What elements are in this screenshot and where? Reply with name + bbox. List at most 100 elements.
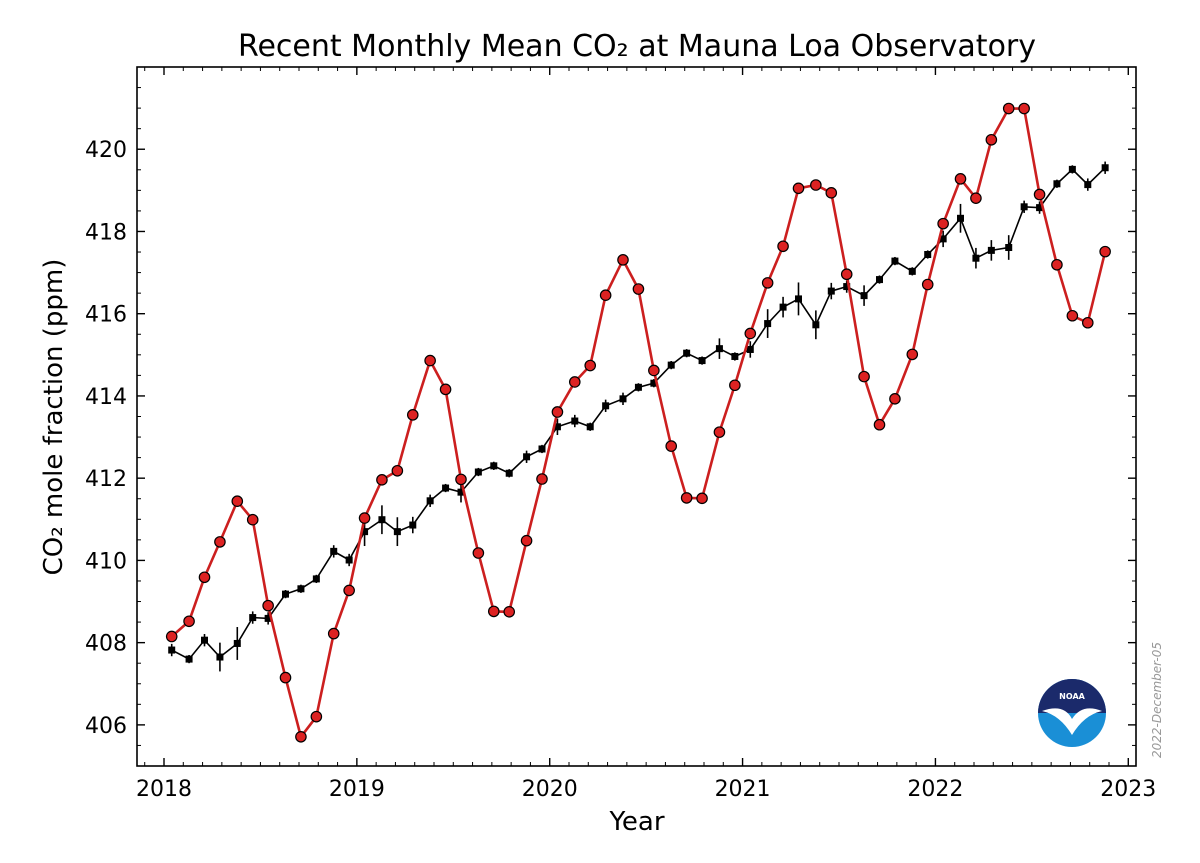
- series-deseasonalized: [168, 161, 1109, 672]
- deseasonalized-point: [715, 345, 723, 353]
- deseasonalized-point: [667, 361, 675, 369]
- deseasonalized-point: [698, 357, 706, 365]
- deseasonalized-point: [1036, 204, 1044, 212]
- deseasonalized-line: [171, 167, 1106, 661]
- deseasonalized-point: [586, 423, 594, 431]
- deseasonalized-point: [538, 445, 546, 453]
- date-stamp-text: 2022-December-05: [1150, 641, 1164, 759]
- deseasonalized-point: [282, 590, 289, 598]
- y-tick-label: 412: [85, 467, 127, 492]
- monthly-mean-point: [246, 513, 259, 526]
- deseasonalized-point: [957, 214, 964, 222]
- monthly-mean-point: [584, 359, 597, 372]
- deseasonalized-point: [216, 653, 224, 661]
- monthly-mean-point: [472, 547, 485, 559]
- deseasonalized-point: [249, 614, 257, 622]
- monthly-mean-point: [873, 418, 886, 431]
- deseasonalized-point: [827, 287, 835, 295]
- monthly-mean-point: [921, 278, 934, 291]
- x-tick-label: 2021: [715, 777, 771, 802]
- monthly-mean-point: [1051, 258, 1063, 271]
- monthly-mean-point: [568, 376, 581, 388]
- monthly-mean-point: [406, 409, 419, 421]
- deseasonalized-point: [442, 484, 450, 492]
- x-tick-label: 2022: [907, 777, 963, 802]
- monthly-mean-point: [810, 179, 822, 191]
- monthly-mean-point: [262, 599, 274, 612]
- y-tick-label: 416: [85, 303, 127, 328]
- monthly-mean-point: [439, 383, 452, 396]
- monthly-mean-point: [503, 606, 516, 618]
- monthly-mean-point: [906, 348, 919, 361]
- monthly-mean-point: [310, 710, 323, 723]
- monthly-mean-point: [183, 615, 195, 628]
- deseasonalized-point: [409, 521, 417, 529]
- axis-ticks: [137, 67, 1136, 767]
- monthly-mean-point: [729, 379, 741, 392]
- monthly-mean-point: [376, 474, 388, 486]
- deseasonalized-point: [891, 257, 899, 265]
- y-tick-label: 406: [85, 714, 127, 739]
- monthly-mean-point: [391, 464, 404, 477]
- monthly-mean-point: [954, 173, 967, 185]
- monthly-mean-point: [599, 289, 612, 302]
- deseasonalized-point: [939, 235, 947, 243]
- monthly-mean-point: [1033, 188, 1046, 201]
- monthly-mean-point: [696, 492, 708, 505]
- monthly-mean-point: [424, 354, 436, 367]
- plot-area-frame: [136, 66, 1137, 767]
- deseasonalized-point: [987, 246, 995, 254]
- monthly-mean-point: [520, 534, 533, 547]
- deseasonalized-point: [457, 488, 465, 496]
- monthly-mean-point: [777, 240, 789, 253]
- monthly-mean-point: [985, 133, 998, 146]
- deseasonalized-point: [553, 423, 561, 431]
- monthly-mean-point: [551, 406, 564, 418]
- deseasonalized-point: [795, 295, 802, 303]
- deseasonalized-point: [426, 497, 434, 505]
- deseasonalized-point: [908, 267, 916, 275]
- y-tick-label: 408: [85, 632, 127, 657]
- x-tick-label: 2018: [136, 777, 192, 802]
- x-axis-label: Year: [608, 807, 664, 837]
- monthly-mean-point: [343, 584, 355, 597]
- chart-title: Recent Monthly Mean CO₂ at Mauna Loa Obs…: [238, 29, 1036, 64]
- monthly-mean-point: [487, 605, 500, 618]
- deseasonalized-point: [1068, 165, 1076, 173]
- y-tick-label: 410: [85, 549, 127, 574]
- deseasonalized-point: [1084, 181, 1092, 189]
- deseasonalized-point: [168, 646, 176, 654]
- deseasonalized-point: [602, 402, 610, 410]
- monthly-mean-point: [617, 254, 629, 266]
- monthly-mean-point: [214, 536, 226, 548]
- y-tick-label: 414: [85, 385, 127, 410]
- deseasonalized-point: [764, 320, 772, 328]
- deseasonalized-point: [378, 516, 386, 524]
- deseasonalized-point: [393, 528, 401, 536]
- deseasonalized-point: [1101, 164, 1109, 172]
- deseasonalized-point: [330, 547, 338, 555]
- monthly-mean-point: [536, 473, 548, 485]
- monthly-mean-point: [761, 277, 774, 289]
- monthly-mean-point: [327, 627, 340, 640]
- deseasonalized-point: [297, 585, 305, 593]
- deseasonalized-point: [860, 292, 868, 300]
- deseasonalized-point: [523, 453, 531, 461]
- monthly-mean-point: [744, 327, 757, 340]
- y-tick-label: 418: [85, 220, 127, 245]
- deseasonalized-point: [571, 417, 579, 425]
- series-monthly-mean: [165, 102, 1111, 743]
- monthly-mean-point: [792, 182, 805, 195]
- monthly-mean-point: [713, 426, 726, 438]
- x-tick-label: 2020: [522, 777, 578, 802]
- deseasonalized-point: [812, 321, 820, 329]
- monthly-mean-point: [279, 671, 292, 684]
- monthly-mean-point: [1018, 102, 1030, 115]
- monthly-mean-point: [1002, 102, 1015, 115]
- series-layer: [165, 102, 1111, 743]
- noaa-logo: NOAA: [1038, 679, 1106, 747]
- monthly-mean-point: [455, 473, 467, 486]
- monthly-mean-point: [858, 370, 870, 383]
- noaa-logo-text: NOAA: [1059, 692, 1085, 701]
